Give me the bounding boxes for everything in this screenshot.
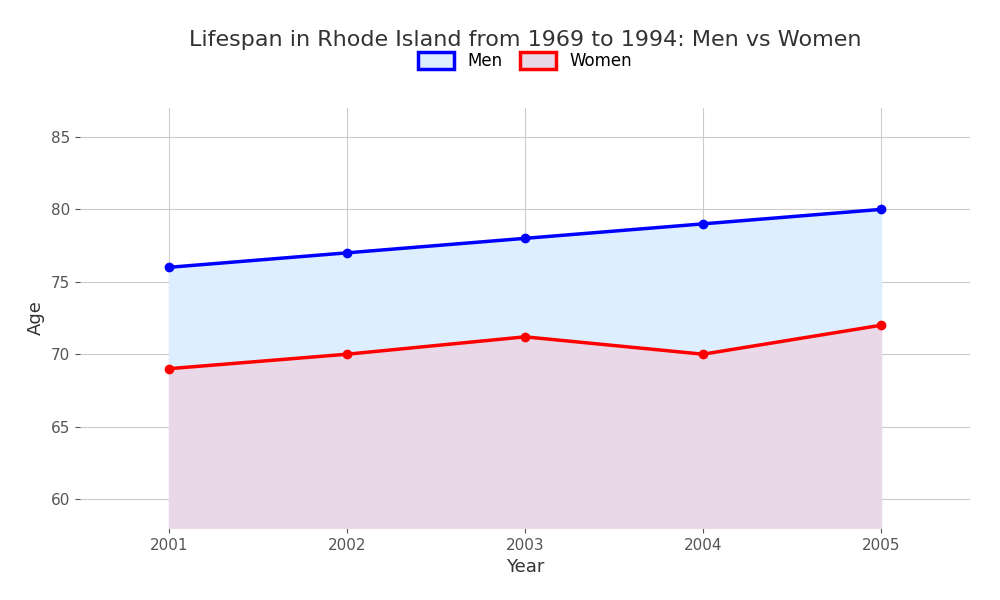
Legend: Men, Women: Men, Women: [411, 45, 639, 76]
X-axis label: Year: Year: [506, 558, 544, 576]
Y-axis label: Age: Age: [27, 301, 45, 335]
Title: Lifespan in Rhode Island from 1969 to 1994: Men vs Women: Lifespan in Rhode Island from 1969 to 19…: [189, 29, 861, 49]
